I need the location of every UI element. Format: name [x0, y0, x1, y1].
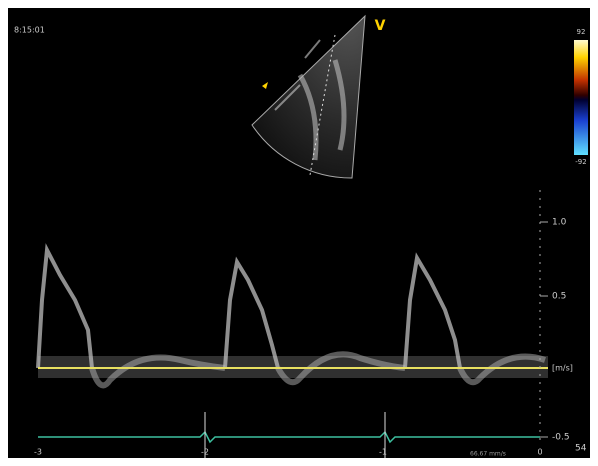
velocity-unit: [m/s] [552, 364, 573, 373]
display [8, 8, 590, 458]
velocity-tick: -0.5 [552, 433, 570, 443]
velocity-tick: 0.5 [552, 292, 566, 302]
ultrasound-screen: 8:15:01 V 92 -92 1.0 0.5 [m/s] -0.5 -3 -… [0, 0, 598, 466]
sweep-speed: 66.67 mm/s [470, 451, 506, 458]
time-label: 8:15:01 [14, 26, 45, 35]
time-tick: 0 [537, 448, 542, 457]
velocity-tick: 1.0 [552, 218, 567, 228]
frame-rate: 54 [575, 444, 587, 454]
color-max: 92 [577, 28, 586, 36]
time-tick: -2 [201, 448, 209, 457]
sector-label: V [375, 18, 386, 34]
time-tick: -1 [379, 448, 387, 457]
color-min: -92 [575, 158, 586, 166]
color-bar [574, 40, 588, 155]
time-tick: -3 [34, 448, 42, 457]
